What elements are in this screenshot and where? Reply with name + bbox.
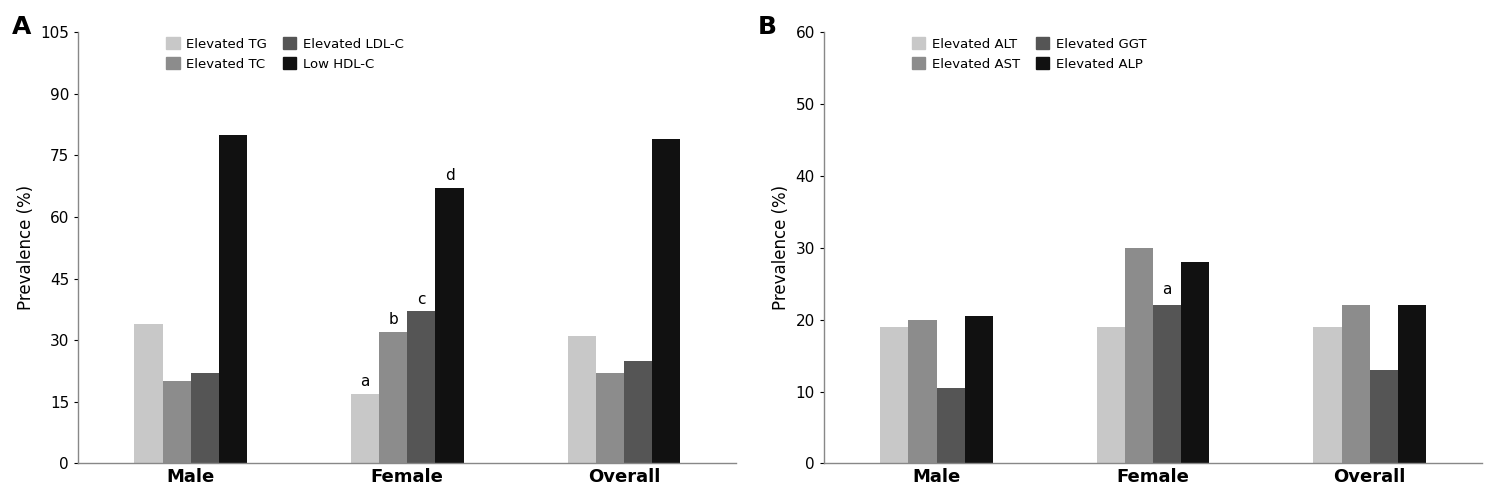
Text: b: b: [388, 312, 399, 327]
Bar: [1097, 327, 1126, 463]
Text: a: a: [1163, 282, 1172, 297]
Bar: [652, 139, 681, 463]
Legend: Elevated ALT, Elevated AST, Elevated GGT, Elevated ALP: Elevated ALT, Elevated AST, Elevated GGT…: [910, 34, 1150, 73]
Bar: [351, 394, 379, 463]
Bar: [135, 324, 162, 463]
Bar: [624, 361, 652, 463]
Bar: [965, 316, 992, 463]
Text: a: a: [360, 374, 370, 389]
Y-axis label: Prevalence (%): Prevalence (%): [16, 185, 34, 310]
Text: c: c: [417, 292, 426, 306]
Bar: [408, 311, 435, 463]
Bar: [1181, 262, 1210, 463]
Text: B: B: [758, 15, 776, 39]
Bar: [219, 135, 247, 463]
Bar: [379, 332, 408, 463]
Bar: [595, 373, 624, 463]
Y-axis label: Prevalence (%): Prevalence (%): [772, 185, 790, 310]
Bar: [880, 327, 908, 463]
Bar: [937, 388, 965, 463]
Bar: [1342, 305, 1370, 463]
Bar: [190, 373, 219, 463]
Bar: [1370, 370, 1399, 463]
Bar: [908, 320, 937, 463]
Bar: [162, 381, 190, 463]
Text: A: A: [12, 15, 31, 39]
Bar: [1399, 305, 1426, 463]
Bar: [1313, 327, 1342, 463]
Text: d: d: [445, 169, 454, 183]
Legend: Elevated TG, Elevated TC, Elevated LDL-C, Low HDL-C: Elevated TG, Elevated TC, Elevated LDL-C…: [163, 34, 406, 73]
Bar: [435, 188, 463, 463]
Bar: [1126, 248, 1153, 463]
Bar: [568, 336, 595, 463]
Bar: [1153, 305, 1181, 463]
